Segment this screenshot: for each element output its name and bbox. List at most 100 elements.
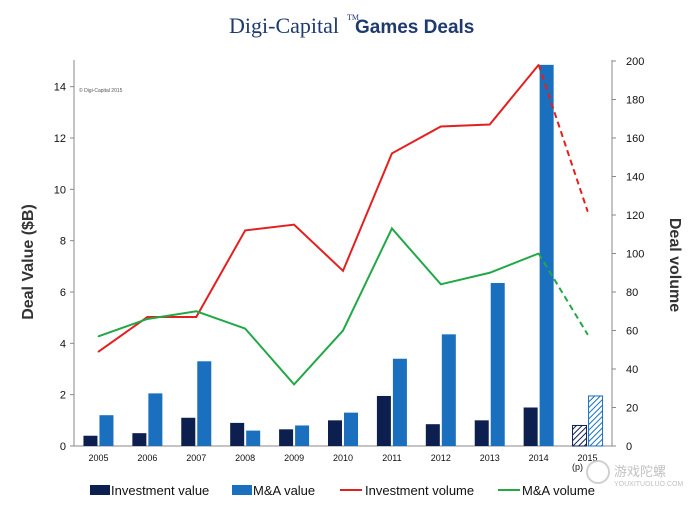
right-tick-label: 80 [626,287,638,299]
watermark-url: YOUXITUOLUO.COM [614,481,683,488]
left-tick-label: 14 [54,82,66,94]
left-tick-label: 10 [54,184,66,196]
x-tick-label: 2012 [431,453,451,463]
bar-investment-value [474,420,489,446]
copyright-note: © Digi-Capital 2015 [79,87,123,94]
point-investment-volume [586,210,589,212]
line-investment-volume-projected [537,64,589,212]
point-ma-volume [342,329,344,332]
right-tick-label: 20 [626,403,638,415]
legend-label-ma-value: M&A value [253,483,315,498]
bar-ma-value [490,283,505,446]
left-axis-ticks: 0 2 4 6 8 10 12 14 [54,82,74,453]
bar-investment-value [83,435,98,446]
watermark-logo-icon [586,460,610,484]
point-ma-volume [244,327,246,330]
line-investment-volume [97,64,540,353]
right-tick-label: 200 [626,56,644,68]
point-investment-volume [97,350,100,353]
bar-investment-value [376,395,391,446]
point-investment-volume [146,316,149,318]
point-ma-volume [440,283,442,286]
x-tick-label: 2006 [137,453,157,463]
x-tick-label: 2007 [186,453,206,463]
point-investment-volume [244,229,246,232]
watermark-text: 游戏陀螺 [614,464,666,479]
point-ma-volume [293,383,295,386]
point-ma-volume [537,252,540,255]
bar-ma-value [246,430,261,446]
legend-label-investment-volume: Investment volume [365,483,474,498]
point-investment-volume [440,125,442,128]
point-investment-volume [537,64,540,66]
left-tick-label: 12 [54,133,66,145]
left-tick-label: 4 [60,338,66,350]
line-ma-volume-projected [537,252,589,335]
bar-investment-value [181,417,196,446]
legend-label-investment-value: Investment value [111,483,209,498]
line-ma-volume [98,226,540,386]
title-brand: Digi-Capital [229,13,339,38]
x-tick-projected-label: (p) [572,462,583,472]
legend-swatch-ma-value [232,485,252,495]
bar-series [83,64,604,447]
bar-ma-value [197,361,212,446]
bar-ma-value [392,358,407,446]
legend-swatch-investment-value [90,485,110,495]
x-tick-label: 2014 [529,453,549,463]
right-tick-label: 120 [626,210,644,222]
bar-ma-value [295,425,310,446]
watermark: 游戏陀螺 YOUXITUOLUO.COM [586,460,683,488]
right-tick-label: 60 [626,326,638,338]
bar-investment-value [279,429,294,446]
right-tick-label: 180 [626,95,644,107]
left-tick-label: 6 [60,287,66,299]
y-axis-right-label: Deal volume [666,218,683,312]
title-trademark: TM [347,13,359,22]
x-tick-label: 2008 [235,453,255,463]
point-investment-volume [293,223,295,226]
x-tick-label: 2010 [333,453,353,463]
bar-ma-value [441,334,456,446]
right-tick-label: 0 [626,441,632,453]
chart-title: Digi-Capital TM Games Deals [229,13,474,38]
point-investment-volume [195,316,198,318]
right-axis-ticks: 0 20 40 60 80 100 120 140 160 180 200 [612,56,644,453]
bar-ma-value [588,395,604,447]
legend-label-ma-volume: M&A volume [522,483,595,498]
legend: Investment value M&A value Investment vo… [90,483,595,498]
right-tick-label: 100 [626,249,644,261]
point-ma-volume [391,227,393,230]
bar-ma-value [539,64,554,446]
bar-investment-value [328,420,342,446]
bar-investment-value [572,424,588,447]
bar-investment-value [425,424,440,446]
x-axis-ticks: 2005 2006 2007 2008 2009 2010 2011 2012 2013 2014… [88,453,597,472]
point-ma-volume [97,335,100,338]
x-tick-label: 2013 [480,453,500,463]
left-tick-label: 2 [60,390,66,402]
right-tick-label: 40 [626,364,638,376]
x-tick-label: 2005 [88,453,108,463]
point-ma-volume [146,318,149,320]
title-main: Games Deals [355,17,474,38]
point-investment-volume [391,152,393,155]
line-series [97,64,589,386]
point-ma-volume [195,310,198,313]
left-tick-label: 8 [60,236,66,248]
point-investment-volume [488,123,491,126]
bar-ma-value [99,415,114,446]
x-tick-label: 2009 [284,453,304,463]
x-tick-label: 2011 [382,453,401,463]
bar-investment-value [230,422,245,446]
point-ma-volume [488,271,491,274]
bar-ma-value [148,393,163,446]
bar-investment-value [132,433,147,446]
x-tick-label: 2015 [578,453,598,463]
point-investment-volume [342,270,344,272]
left-tick-label: 0 [60,441,66,453]
bar-ma-value [344,412,358,446]
right-tick-label: 160 [626,133,644,145]
y-axis-left-label: Deal Value ($B) [20,204,37,320]
